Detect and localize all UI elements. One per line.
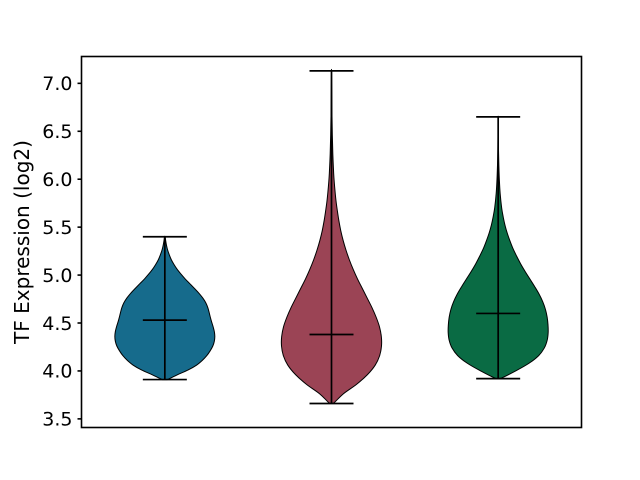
y-tick-label: 4.5 <box>42 313 72 335</box>
y-tick-label: 5.5 <box>42 217 72 239</box>
axes-frame <box>80 55 583 429</box>
violin-stat-lines-group <box>142 70 521 405</box>
y-axis-tick-marks <box>77 82 82 420</box>
y-axis-tick-labels: 3.5 4.0 4.5 5.0 5.5 6.0 6.5 7.0 <box>42 73 72 431</box>
axes-spines <box>80 55 583 429</box>
y-tick-label: 6.0 <box>42 169 72 191</box>
y-tick-label: 7.0 <box>42 73 72 95</box>
y-axis-title: TF Expression (log2) <box>10 140 34 345</box>
y-tick-label: 6.5 <box>42 121 72 143</box>
y-tick-label: 5.0 <box>42 265 72 287</box>
y-tick-label: 4.0 <box>42 361 72 383</box>
y-tick-label: 3.5 <box>42 409 72 431</box>
